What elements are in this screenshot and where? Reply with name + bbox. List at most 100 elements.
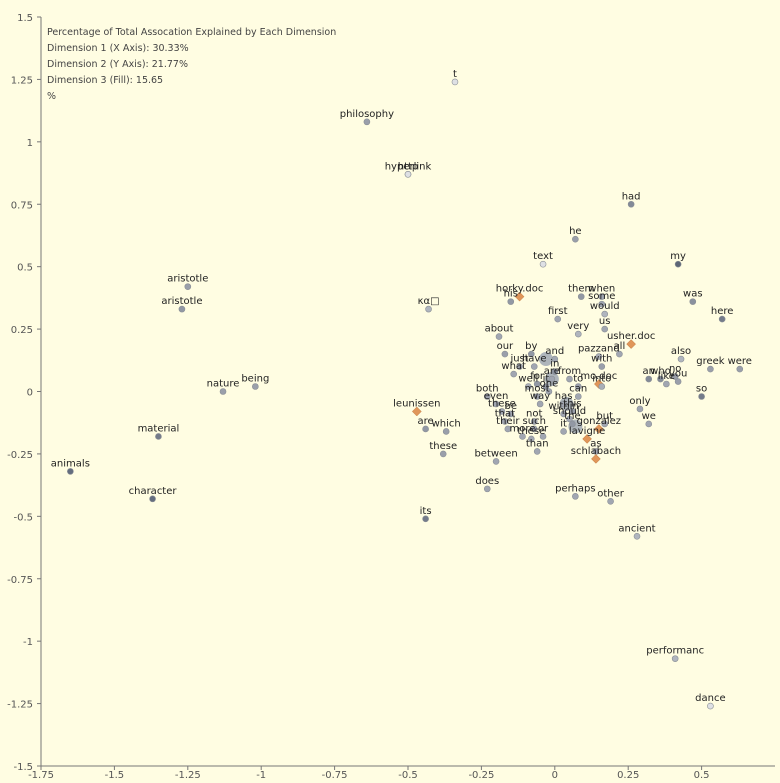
word-point-marker xyxy=(566,375,573,383)
word-point-marker xyxy=(574,330,582,338)
point-label: mo.doc xyxy=(580,371,617,382)
word-point-marker xyxy=(674,378,682,385)
point-label: this xyxy=(563,398,581,409)
word-point-marker xyxy=(577,293,585,300)
point-label: have xyxy=(522,354,547,365)
word-point-marker xyxy=(219,388,227,395)
point-label: be xyxy=(505,401,518,412)
document-point-marker xyxy=(411,406,422,417)
word-point-marker xyxy=(551,355,559,363)
x-tick-label: 0.5 xyxy=(694,770,710,781)
point-label: as xyxy=(590,438,601,449)
word-point-marker xyxy=(516,363,523,370)
point-label: one xyxy=(540,379,559,390)
word-point-marker xyxy=(569,408,576,415)
word-point-marker xyxy=(542,383,550,390)
word-point-marker xyxy=(598,363,606,370)
point-label: first xyxy=(548,306,568,317)
word-point-marker xyxy=(551,368,559,375)
word-point-marker xyxy=(707,702,714,710)
word-point-marker xyxy=(598,300,606,308)
point-label: us xyxy=(599,316,611,327)
point-label: are xyxy=(544,366,560,377)
word-point-marker xyxy=(442,428,450,435)
point-label: are xyxy=(418,416,434,427)
word-point-marker xyxy=(495,333,503,340)
point-label: not xyxy=(526,408,542,419)
word-point-marker xyxy=(425,305,432,313)
word-point-marker xyxy=(483,485,491,493)
point-label: does xyxy=(475,476,499,487)
word-point-marker xyxy=(507,298,515,305)
point-label: such xyxy=(523,416,546,427)
word-point-marker xyxy=(572,493,579,500)
word-point-marker xyxy=(595,353,603,360)
point-label: other xyxy=(597,488,625,499)
word-point-marker xyxy=(536,400,544,408)
word-point-marker xyxy=(645,420,653,428)
document-point-marker xyxy=(514,291,525,302)
point-label: he xyxy=(569,226,582,237)
x-tick-label: -1.25 xyxy=(175,770,201,781)
x-tick-label: -1 xyxy=(256,770,266,781)
large-cluster-marker xyxy=(538,352,553,367)
point-label: you xyxy=(669,369,687,380)
point-label: no xyxy=(669,364,681,375)
y-tick-label: 0.75 xyxy=(11,200,33,211)
word-point-marker xyxy=(149,495,156,503)
word-point-marker xyxy=(67,468,74,475)
word-point-marker xyxy=(548,375,556,383)
data-markers xyxy=(67,78,744,710)
point-label: horky.doc xyxy=(496,284,544,295)
x-tick-label: -0.25 xyxy=(468,770,494,781)
x-axis-ticks: -1.75 -1.5 -1.25 -1 -0.75 -0.5 -0.25 0 0.25 0.5 xyxy=(28,766,710,781)
x-tick-label: -1.5 xyxy=(105,770,125,781)
word-point-marker xyxy=(451,78,459,86)
document-point-marker xyxy=(626,339,636,349)
point-label: text xyxy=(533,251,553,262)
x-tick-label: -0.5 xyxy=(398,770,418,781)
word-point-marker xyxy=(492,458,500,465)
point-label: its xyxy=(420,506,432,517)
point-label: has xyxy=(555,391,573,402)
point-label: than xyxy=(526,438,549,449)
word-point-marker xyxy=(533,380,541,388)
point-label: material xyxy=(138,423,180,434)
point-label: our xyxy=(497,341,514,352)
word-point-marker xyxy=(533,393,541,400)
point-label: and xyxy=(545,346,564,357)
word-point-marker xyxy=(439,450,447,458)
word-point-marker xyxy=(363,118,371,126)
word-point-marker xyxy=(574,393,582,400)
point-label: for xyxy=(530,371,545,382)
word-point-marker xyxy=(498,408,506,415)
point-label: them xyxy=(568,284,594,295)
point-label: pazzand xyxy=(578,344,620,355)
document-point-marker xyxy=(591,454,601,464)
point-label: these xyxy=(429,441,457,452)
word-point-marker xyxy=(601,325,609,333)
point-label: which xyxy=(432,418,461,429)
point-label: in xyxy=(550,359,559,370)
word-point-marker xyxy=(510,370,517,378)
point-label: like xyxy=(658,371,675,382)
word-point-marker xyxy=(530,418,538,425)
point-label: who xyxy=(650,366,671,377)
word-point-marker xyxy=(501,418,509,425)
word-point-marker xyxy=(598,293,606,300)
point-label: here xyxy=(711,306,734,317)
point-label: within xyxy=(548,401,578,412)
y-tick-label: 0 xyxy=(27,388,33,399)
word-point-marker xyxy=(574,383,582,390)
point-label: dance xyxy=(695,693,725,704)
word-point-marker xyxy=(566,415,573,423)
word-point-marker xyxy=(560,428,567,435)
word-point-marker xyxy=(519,433,526,440)
word-point-marker xyxy=(636,405,644,413)
point-label: to xyxy=(573,374,583,385)
y-tick-label: -1.25 xyxy=(7,700,33,711)
point-label: would xyxy=(590,301,620,312)
word-point-marker xyxy=(627,200,635,208)
